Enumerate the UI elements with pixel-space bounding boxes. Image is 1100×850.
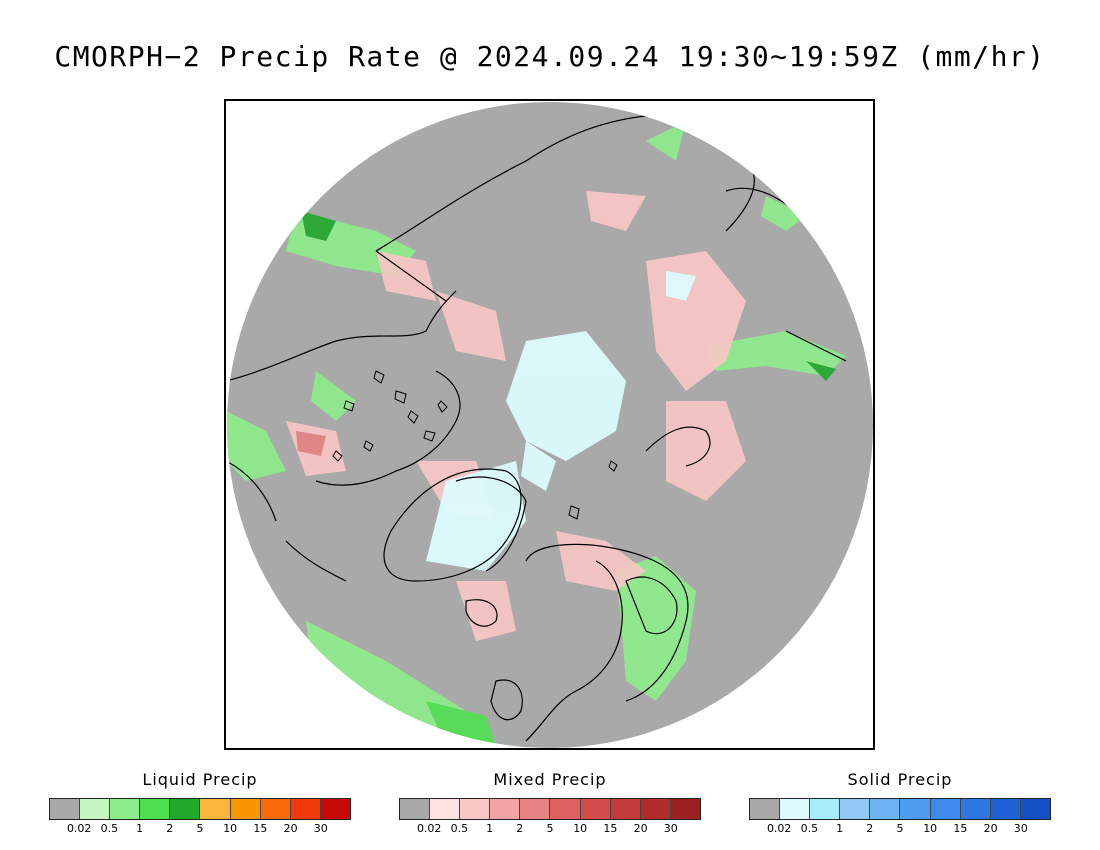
color-swatch	[580, 799, 611, 819]
tick-label: 15	[253, 822, 268, 835]
color-swatch	[550, 799, 581, 819]
color-swatch	[900, 799, 931, 819]
islands	[332, 370, 618, 520]
color-swatch	[80, 799, 111, 819]
tick-label: 1	[136, 822, 144, 835]
color-swatch	[290, 799, 321, 819]
color-swatch	[810, 799, 841, 819]
color-swatch	[230, 799, 261, 819]
color-bar	[399, 798, 701, 820]
chart-title: CMORPH−2 Precip Rate @ 2024.09.24 19:30∼…	[54, 40, 1046, 73]
tick-label: 2	[516, 822, 524, 835]
color-swatch	[960, 799, 991, 819]
tick-label: 20	[633, 822, 648, 835]
color-bar	[749, 798, 1051, 820]
color-swatch	[1020, 799, 1050, 819]
tick-labels: 0.02 0.5 1 2 5 10 15 20 30	[49, 822, 351, 836]
tick-label: 30	[313, 822, 328, 835]
legend-title: Mixed Precip	[493, 770, 607, 789]
tick-label: 2	[166, 822, 174, 835]
tick-label: 30	[1013, 822, 1028, 835]
color-swatch	[50, 799, 81, 819]
color-swatch	[750, 799, 781, 819]
color-bar	[49, 798, 351, 820]
color-swatch	[870, 799, 901, 819]
color-swatch	[490, 799, 521, 819]
color-swatch	[930, 799, 961, 819]
color-swatch	[610, 799, 641, 819]
tick-label: 5	[196, 822, 204, 835]
tick-label: 1	[486, 822, 494, 835]
tick-label: 1	[836, 822, 844, 835]
color-swatch	[140, 799, 171, 819]
legend-title: Solid Precip	[847, 770, 953, 789]
color-swatch	[460, 799, 491, 819]
legend-mixed: Mixed Precip 0.02 0.5 1 2 5 10 15 20 30	[399, 770, 701, 836]
tick-label: 20	[283, 822, 298, 835]
color-swatch	[990, 799, 1021, 819]
tick-label: 30	[663, 822, 678, 835]
tick-label: 5	[896, 822, 904, 835]
color-swatch	[520, 799, 551, 819]
tick-label: 10	[223, 822, 238, 835]
color-swatch	[320, 799, 350, 819]
tick-label: 0.5	[800, 822, 819, 835]
tick-label: 10	[573, 822, 588, 835]
tick-label: 0.02	[416, 822, 442, 835]
color-swatch	[260, 799, 291, 819]
color-swatch	[200, 799, 231, 819]
tick-label: 0.5	[450, 822, 469, 835]
tick-label: 15	[953, 822, 968, 835]
tick-labels: 0.02 0.5 1 2 5 10 15 20 30	[399, 822, 701, 836]
color-swatch	[670, 799, 700, 819]
color-swatch	[640, 799, 671, 819]
color-swatch	[170, 799, 201, 819]
color-swatch	[780, 799, 811, 819]
tick-label: 15	[603, 822, 618, 835]
tick-label: 0.02	[66, 822, 92, 835]
tick-label: 0.02	[766, 822, 792, 835]
legend-title: Liquid Precip	[142, 770, 258, 789]
legend-solid: Solid Precip 0.02 0.5 1 2 5 10 15 20 30	[749, 770, 1051, 836]
tick-labels: 0.02 0.5 1 2 5 10 15 20 30	[749, 822, 1051, 836]
legend-liquid: Liquid Precip 0.02 0.5 1 2 5 10 15 20 30	[49, 770, 351, 836]
map-canvas	[227, 102, 873, 748]
solid-precip-areas	[426, 271, 696, 571]
tick-label: 2	[866, 822, 874, 835]
color-swatch	[840, 799, 871, 819]
tick-label: 0.5	[100, 822, 119, 835]
color-swatch	[400, 799, 431, 819]
tick-label: 5	[546, 822, 554, 835]
color-swatch	[110, 799, 141, 819]
color-swatch	[430, 799, 461, 819]
polar-precip-map	[224, 99, 875, 750]
tick-label: 10	[923, 822, 938, 835]
tick-label: 20	[983, 822, 998, 835]
